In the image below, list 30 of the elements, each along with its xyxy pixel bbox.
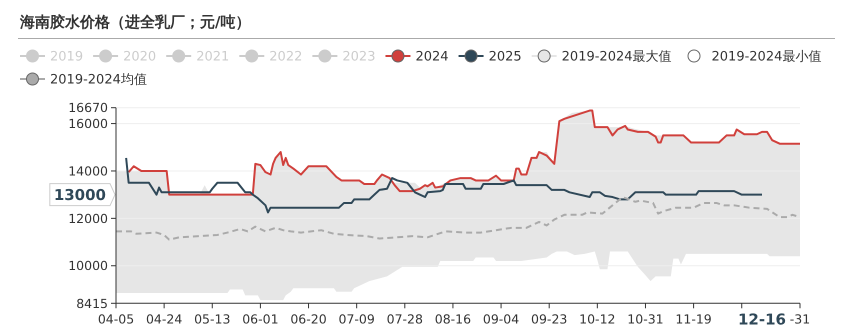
line-series <box>125 156 763 214</box>
x-tick-label: 10-12 <box>579 311 616 326</box>
y-tick-label: 16670 <box>68 100 108 116</box>
chart-title: 海南胶水价格（进全乳厂；元/吨） <box>19 13 250 31</box>
legend-label: 2019-2024最小值 <box>712 50 822 64</box>
legend-label: 2019-2024最大值 <box>562 50 672 64</box>
x-tick-label: 05-13 <box>194 311 230 326</box>
x-tick-label: 06-01 <box>242 311 279 326</box>
x-tick-label: 08-16 <box>434 311 472 326</box>
x-tick-label: 07-28 <box>386 311 424 326</box>
legend-label: 2024 <box>415 50 449 64</box>
line-series <box>128 110 801 196</box>
x-tick-label: 06-20 <box>290 311 327 326</box>
x-tick-label: 04-24 <box>146 311 182 326</box>
legend-label: 2025 <box>488 50 522 64</box>
x-tick-label: 09-23 <box>531 311 568 326</box>
x-tick-label: 07-09 <box>338 311 375 326</box>
y-tick-label: 12000 <box>68 210 108 226</box>
y-tick-label: 14000 <box>68 163 108 178</box>
x-tick-label: 09-04 <box>482 311 520 326</box>
text: 13000 <box>54 186 106 204</box>
x-tick-label: 10-31 <box>627 311 664 326</box>
legend-label: 2019-2024均值 <box>50 72 147 88</box>
x-tick-label: -31 <box>790 311 810 326</box>
x-tick-label: 04-05 <box>98 311 134 326</box>
y-tick-label: 16000 <box>68 116 108 132</box>
y-tick-label: 8415 <box>76 296 108 311</box>
y-tick-label: 10000 <box>68 258 108 274</box>
text: 12-16 <box>738 310 786 328</box>
x-tick-label: 11-19 <box>675 311 712 326</box>
